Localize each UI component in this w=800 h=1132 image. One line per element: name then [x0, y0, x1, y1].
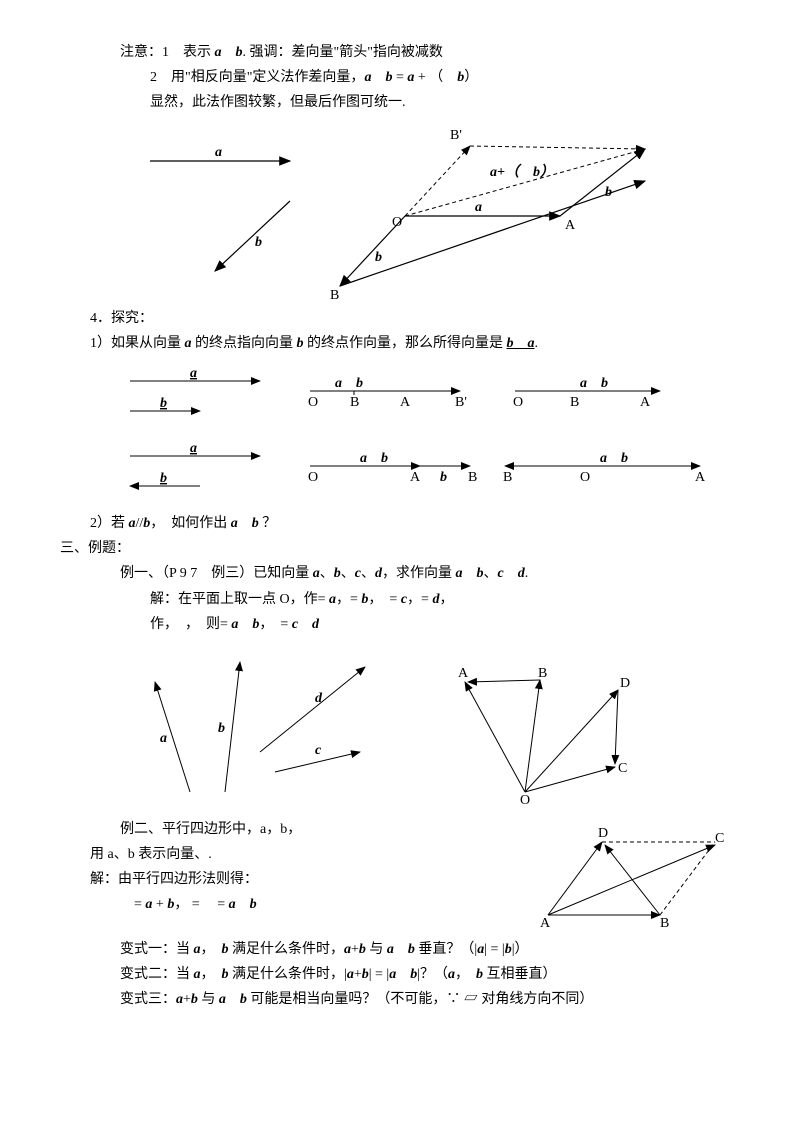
svg-text:O: O — [513, 395, 523, 410]
example-2-row: 例二、平行四边形中，a，b， 用 a、b 表示向量、. 解：由平行四边形法则得：… — [60, 817, 740, 937]
diagram-subtraction: a b O a A b B B' a+（ b） b — [60, 121, 740, 301]
svg-text:A: A — [540, 916, 551, 931]
example-1-sol1: 解：在平面上取一点 O，作= a，= b， = c，= d， — [150, 587, 740, 612]
svg-text:A: A — [400, 395, 411, 410]
svg-text:O: O — [308, 470, 318, 485]
explore-title: 4．探究： — [90, 306, 740, 331]
explore-q1: 1）如果从向量 a 的终点指向向量 b 的终点作向量，那么所得向量是 b a. — [90, 331, 740, 356]
diagram-example-1: a b c d O A B D C — [60, 642, 740, 812]
svg-text:b: b — [160, 471, 167, 486]
example-1-title: 例一、（P 9 7 例三）已知向量 a、b、c、d，求作向量 a b、c d. — [120, 561, 740, 586]
explore-q2: 2）若 a//b， 如何作出 a b ？ — [90, 511, 740, 536]
svg-text:a b: a b — [600, 451, 628, 466]
svg-text:b: b — [440, 470, 447, 485]
svg-text:B: B — [503, 470, 512, 485]
svg-text:B: B — [538, 666, 547, 681]
variant-2: 变式二：当 a， b 满足什么条件时，|a+b| = |a b|？（a， b 互… — [120, 962, 740, 987]
svg-text:b: b — [605, 185, 612, 200]
svg-text:a: a — [190, 441, 197, 456]
svg-text:A: A — [565, 218, 576, 233]
example-1-sol2: 作， ， 则= a b， = c d — [150, 612, 740, 637]
svg-text:B: B — [570, 395, 579, 410]
svg-text:a: a — [160, 731, 167, 746]
example-2-l1: 例二、平行四边形中，a，b， — [120, 817, 510, 842]
svg-text:B': B' — [450, 128, 462, 143]
svg-text:O: O — [520, 793, 530, 808]
note-line-2: 2 用"相反向量"定义法作差向量，a b = a + （ b） — [150, 65, 740, 90]
svg-text:D: D — [620, 676, 630, 691]
svg-text:O: O — [308, 395, 318, 410]
svg-text:c: c — [315, 743, 322, 758]
variant-3: 变式三：a+b 与 a b 可能是相当向量吗？（不可能，∵ ▱ 对角线方向不同） — [120, 987, 740, 1012]
svg-text:d: d — [315, 691, 323, 706]
svg-text:B': B' — [455, 395, 467, 410]
diagram-parallelogram: A B C D — [510, 817, 740, 937]
svg-text:a: a — [190, 366, 197, 381]
svg-text:b: b — [375, 250, 382, 265]
section-3-title: 三、例题： — [60, 536, 740, 561]
svg-text:C: C — [715, 831, 724, 846]
variant-1: 变式一：当 a， b 满足什么条件时，a+b 与 a b 垂直？（|a| = |… — [120, 937, 740, 962]
svg-text:a b: a b — [360, 451, 388, 466]
svg-text:a+（ b）: a+（ b） — [490, 163, 554, 180]
svg-text:a b: a b — [580, 376, 608, 391]
example-2-sol: 解：由平行四边形法则得： — [90, 867, 510, 892]
svg-text:D: D — [598, 826, 608, 841]
svg-text:A: A — [458, 666, 469, 681]
svg-text:a b: a b — [335, 376, 363, 391]
svg-text:A: A — [640, 395, 651, 410]
example-2-eq: = a + b， = = a b — [120, 892, 510, 917]
note-line-3: 显然，此法作图较繁，但最后作图可统一. — [150, 90, 740, 115]
svg-text:b: b — [255, 235, 262, 250]
svg-text:C: C — [618, 761, 627, 776]
svg-text:B: B — [660, 916, 669, 931]
svg-text:B: B — [350, 395, 359, 410]
svg-text:A: A — [410, 470, 421, 485]
svg-text:B: B — [468, 470, 477, 485]
svg-text:b: b — [218, 721, 225, 736]
example-2-l2: 用 a、b 表示向量、. — [90, 842, 510, 867]
diagram-parallel-cases-2: a b a b O A b B a b B O A — [60, 436, 740, 506]
svg-text:b: b — [160, 396, 167, 411]
svg-text:O: O — [580, 470, 590, 485]
svg-text:A: A — [695, 470, 706, 485]
diagram-parallel-cases-1: a b a b O B A B' a b O B A — [60, 361, 740, 431]
svg-text:a: a — [215, 145, 222, 160]
svg-text:a: a — [475, 200, 482, 215]
note-line-1: 注意：1 表示 a b. 强调：差向量"箭头"指向被减数 — [120, 40, 740, 65]
svg-text:B: B — [330, 288, 339, 301]
